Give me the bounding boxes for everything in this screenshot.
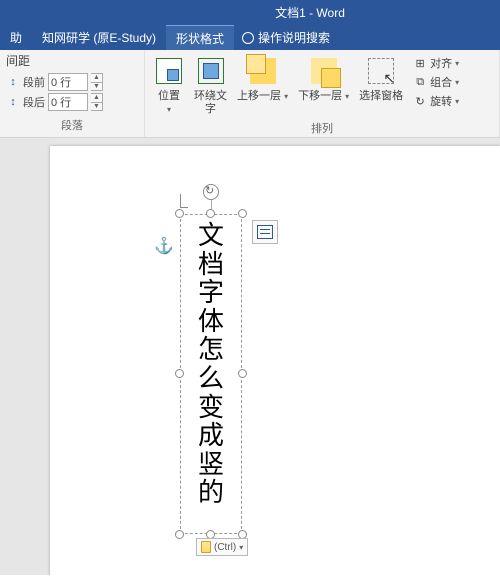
textbox[interactable]: 文档字体怎么变成竖的	[180, 214, 242, 534]
space-after-spinner[interactable]: ▲▼	[91, 93, 103, 111]
paragraph-mark-icon	[180, 194, 188, 208]
send-backward-button[interactable]: 下移一层 ▾	[295, 52, 352, 105]
space-after-input[interactable]: 0 行	[48, 93, 88, 111]
layout-options-icon	[257, 225, 273, 239]
resize-handle-sw[interactable]	[175, 530, 184, 539]
align-button[interactable]: ⊞ 对齐▾	[410, 54, 462, 72]
resize-handle-nw[interactable]	[175, 209, 184, 218]
tell-me-search[interactable]: 操作说明搜索	[234, 29, 338, 46]
textbox-selection[interactable]: 文档字体怎么变成竖的	[180, 214, 242, 534]
document-area: ⚓ 文档字体怎么变成竖的 (Ctrl) ▾	[0, 138, 500, 575]
tell-me-label: 操作说明搜索	[258, 29, 330, 46]
tab-estudy[interactable]: 知网研学 (原E-Study)	[32, 25, 166, 50]
space-before-label: 段前	[23, 74, 45, 90]
tab-help[interactable]: 助	[0, 25, 32, 50]
bring-forward-icon	[250, 58, 276, 84]
resize-handle-e[interactable]	[238, 369, 247, 378]
resize-handle-ne[interactable]	[238, 209, 247, 218]
paste-options-label: (Ctrl)	[214, 542, 236, 553]
space-before-input[interactable]: 0 行	[48, 73, 88, 91]
window-title: 文档1 - Word	[0, 4, 500, 21]
anchor-icon: ⚓	[154, 236, 174, 256]
resize-handle-n[interactable]	[206, 209, 215, 218]
tab-shape-format[interactable]: 绘图工具 形状格式	[166, 25, 234, 50]
send-backward-icon	[311, 58, 337, 84]
ribbon: 间距 ↕ 段前 0 行 ▲▼ ↕ 段后 0 行 ▲▼ 段落	[0, 50, 500, 138]
group-paragraph: 间距 ↕ 段前 0 行 ▲▼ ↕ 段后 0 行 ▲▼ 段落	[0, 50, 145, 137]
rotate-icon: ↻	[413, 94, 427, 108]
position-button[interactable]: 位置▾	[151, 52, 187, 118]
space-after-icon: ↕	[6, 95, 20, 109]
rotate-handle[interactable]	[203, 184, 219, 200]
group-arrange-label: 排列	[151, 118, 493, 138]
paste-options-button[interactable]: (Ctrl) ▾	[196, 538, 248, 556]
titlebar: 文档1 - Word	[0, 0, 500, 25]
lightbulb-icon	[242, 32, 254, 44]
ribbon-tabs: 助 知网研学 (原E-Study) 绘图工具 形状格式 操作说明搜索	[0, 25, 500, 50]
spacing-title: 间距	[6, 52, 103, 69]
space-before-spinner[interactable]: ▲▼	[91, 73, 103, 91]
position-icon	[156, 58, 182, 84]
selection-pane-button[interactable]: 选择窗格	[356, 52, 406, 105]
group-arrange: 位置▾ 环绕文 字 上移一层 ▾ 下移一层 ▾ 选择窗格 ⊞ 对齐	[145, 50, 500, 137]
bring-forward-button[interactable]: 上移一层 ▾	[234, 52, 291, 105]
clipboard-icon	[201, 541, 211, 553]
space-after-label: 段后	[23, 94, 45, 110]
textbox-text[interactable]: 文档字体怎么变成竖的	[181, 215, 241, 507]
chevron-down-icon: ▾	[239, 543, 243, 552]
page[interactable]: ⚓ 文档字体怎么变成竖的 (Ctrl) ▾	[50, 146, 500, 576]
wrap-text-button[interactable]: 环绕文 字	[191, 52, 230, 118]
group-paragraph-label: 段落	[6, 115, 138, 135]
space-before-icon: ↕	[6, 75, 20, 89]
selection-pane-icon	[368, 58, 394, 84]
rotate-button[interactable]: ↻ 旋转▾	[410, 92, 462, 110]
wrap-icon	[198, 58, 224, 84]
resize-handle-w[interactable]	[175, 369, 184, 378]
layout-options-button[interactable]	[252, 220, 278, 244]
group-icon: ⧉	[413, 75, 427, 89]
align-icon: ⊞	[413, 56, 427, 70]
group-button[interactable]: ⧉ 组合▾	[410, 73, 462, 91]
